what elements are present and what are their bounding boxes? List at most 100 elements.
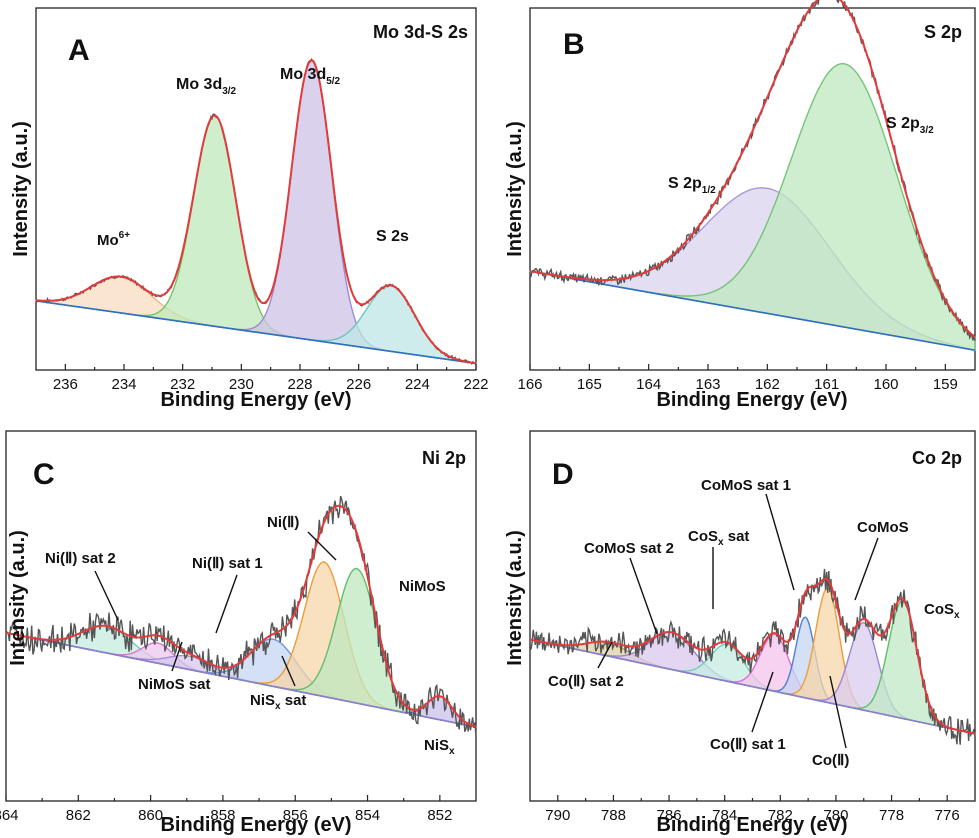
panel-a-letter: A — [68, 34, 90, 67]
panel-a-label-s2s: S 2s — [376, 228, 409, 245]
fit-envelope-line — [529, 577, 976, 735]
label-cosx-sat-tail: sat — [724, 528, 750, 545]
panel-b-frame — [529, 7, 976, 371]
label-mo3d52-sub: 5/2 — [326, 76, 340, 87]
panel-a-y-label: Intensity (a.u.) — [10, 121, 32, 257]
component-peak-4-8 — [529, 600, 976, 735]
x-tick-label: 163 — [695, 376, 720, 393]
label-nisx-sat-sub: x — [275, 701, 281, 712]
panel-b-x-ticks: 166 165 164 163 162 161 160 159 — [517, 364, 958, 393]
x-tick-label: 860 — [138, 807, 163, 824]
label-nisx-sat-tail: sat — [281, 692, 307, 709]
raw-spectrum-line — [529, 568, 976, 745]
panel-b-plot — [529, 0, 976, 352]
panel-d-plot — [529, 568, 976, 745]
label-cosx-sat-sub: x — [718, 537, 724, 548]
x-tick-label: 864 — [0, 807, 19, 824]
panel-a-plot — [35, 58, 477, 366]
panel-c-letter: C — [33, 458, 55, 491]
label-mo6-main: Mo — [97, 232, 119, 249]
panel-b-label-s2p12: S 2p1/2 — [668, 175, 716, 196]
panel-d-title: Co 2p — [912, 448, 962, 468]
leader-d-cosat2 — [597, 641, 613, 669]
label-mo3d32-sub: 3/2 — [222, 86, 236, 97]
panel-c-frame — [5, 430, 477, 802]
raw-spectrum-line — [5, 495, 477, 737]
x-tick-label: 232 — [170, 376, 195, 393]
x-tick-label: 161 — [814, 376, 839, 393]
leader-d-comos-sat2 — [629, 557, 658, 635]
label-s2p32-sub: 3/2 — [920, 125, 934, 136]
leader-c-nimos-sat — [171, 641, 183, 672]
panel-b-y-label: Intensity (a.u.) — [504, 121, 526, 257]
panel-c-label-nimos-sat: NiMoS sat — [138, 676, 211, 693]
label-cosx-sat-main: CoS — [688, 528, 718, 545]
x-tick-label: 782 — [768, 807, 793, 824]
panel-b-label-s2p32: S 2p3/2 — [886, 115, 934, 136]
panel-d-label-comos: CoMoS — [857, 519, 909, 536]
x-tick-label: 862 — [66, 807, 91, 824]
label-cosx-sub: x — [954, 610, 960, 621]
panel-d-x-ticks: 790 788 786 784 782 780 778 776 — [545, 795, 960, 824]
panel-a: 236 234 232 230 228 226 224 222 Binding Energy … — [10, 7, 489, 411]
panel-d-label-cosat2: Co(Ⅱ) sat 2 — [548, 673, 624, 690]
x-tick-label: 164 — [636, 376, 661, 393]
panel-d-label-cosat1: Co(Ⅱ) sat 1 — [710, 736, 786, 753]
x-tick-label: 165 — [577, 376, 602, 393]
panel-a-label-mo3d32: Mo 3d3/2 — [176, 76, 237, 97]
x-tick-label: 778 — [879, 807, 904, 824]
panel-b: 166 165 164 163 162 161 160 159 Binding Energy … — [504, 0, 976, 411]
label-s2p12-main: S 2p — [668, 175, 702, 192]
x-tick-label: 788 — [601, 807, 626, 824]
leader-c-sat1 — [215, 574, 238, 634]
label-s2p12-sub: 1/2 — [702, 185, 716, 196]
panel-d: 790 788 786 784 782 780 778 776 Binding Energy … — [504, 430, 976, 836]
label-s2p32-main: S 2p — [886, 115, 920, 132]
background-line — [529, 270, 976, 352]
x-tick-label: 858 — [210, 807, 235, 824]
x-tick-label: 236 — [53, 376, 78, 393]
panel-b-x-label: Binding Energy (eV) — [656, 389, 847, 411]
x-tick-label: 160 — [873, 376, 898, 393]
leader-d-comos-sat1 — [765, 493, 795, 591]
panel-a-label-mo3d52: Mo 3d5/2 — [280, 66, 341, 87]
panel-c-title: Ni 2p — [422, 448, 466, 468]
x-tick-label: 162 — [755, 376, 780, 393]
panel-d-label-comos-sat2: CoMoS sat 2 — [584, 540, 674, 557]
leader-c-sat2 — [94, 570, 119, 621]
leader-d-comos — [854, 537, 879, 601]
x-tick-label: 780 — [823, 807, 848, 824]
panel-d-letter: D — [552, 458, 574, 491]
x-tick-label: 852 — [427, 807, 452, 824]
panel-d-label-comos-sat1: CoMoS sat 1 — [701, 477, 791, 494]
panel-d-label-co2: Co(Ⅱ) — [812, 752, 849, 769]
panel-c-x-label: Binding Energy (eV) — [160, 814, 351, 836]
label-mo6-sup: 6+ — [119, 230, 131, 241]
label-mo3d52-main: Mo 3d — [280, 66, 326, 83]
label-mo3d32-main: Mo 3d — [176, 76, 222, 93]
background-line — [5, 632, 477, 728]
label-nisx-sub: x — [449, 746, 455, 757]
panel-d-y-label: Intensity (a.u.) — [504, 530, 526, 666]
panel-d-label-cosx: CoSx — [924, 601, 960, 621]
x-tick-label: 856 — [283, 807, 308, 824]
panel-a-title: Mo 3d-S 2s — [373, 22, 468, 42]
x-tick-label: 854 — [355, 807, 380, 824]
panel-c-label-sat1: Ni(Ⅱ) sat 1 — [192, 555, 263, 572]
panel-a-x-ticks: 236 234 232 230 228 226 224 222 — [53, 364, 489, 393]
x-tick-label: 166 — [517, 376, 542, 393]
panel-c-plot — [5, 495, 477, 737]
panel-c: 864 862 860 858 856 854 852 Binding Energy (eV… — [0, 430, 477, 836]
panel-a-frame — [35, 7, 477, 371]
panel-a-label-mo6: Mo6+ — [97, 230, 130, 249]
panel-c-x-ticks: 864 862 860 858 856 854 852 — [0, 795, 452, 824]
x-tick-label: 159 — [933, 376, 958, 393]
panel-a-x-label: Binding Energy (eV) — [160, 389, 351, 411]
x-tick-label: 786 — [657, 807, 682, 824]
x-tick-label: 224 — [405, 376, 430, 393]
leader-c-nisx-sat — [281, 655, 296, 687]
x-tick-label: 222 — [463, 376, 488, 393]
panel-c-label-sat2: Ni(Ⅱ) sat 2 — [45, 550, 116, 567]
panel-d-label-cosx-sat: CoSx sat — [688, 528, 749, 548]
